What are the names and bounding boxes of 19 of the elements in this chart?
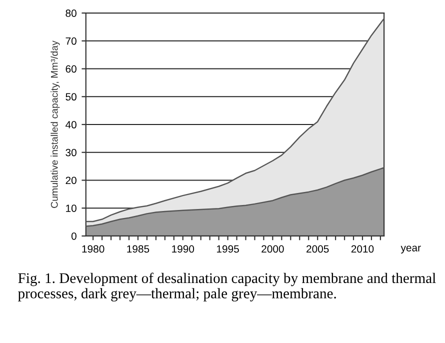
y-tick-label: 80 xyxy=(66,10,76,17)
y-axis-title: Cumulative installed capacity, Mm³/day xyxy=(50,40,60,208)
x-tick-label: 2010 xyxy=(351,245,374,253)
y-tick-label: 50 xyxy=(66,93,76,101)
x-tick-label: 1990 xyxy=(172,245,194,253)
caption: Fig. 1. Development of desalination capacity by membrane and thermal processes, dark grey—thermal; pale grey—membrane. xyxy=(18,272,436,302)
y-tick-label: 40 xyxy=(66,121,76,128)
x-tick-label: 1995 xyxy=(216,245,239,253)
y-tick-label: 0 xyxy=(71,232,76,240)
x-tick-label: 2000 xyxy=(262,245,284,253)
y-tick-label: 10 xyxy=(66,204,76,212)
y-tick-label: 70 xyxy=(66,37,76,45)
x-tick-label: 1985 xyxy=(127,245,150,253)
y-tick-label: 60 xyxy=(66,65,76,73)
y-tick-label: 30 xyxy=(66,148,76,156)
x-axis-title: year xyxy=(400,246,421,254)
x-tick-label: 1980 xyxy=(82,245,104,253)
x-tick-label: 2005 xyxy=(306,245,329,253)
y-tick-label: 20 xyxy=(66,176,76,184)
